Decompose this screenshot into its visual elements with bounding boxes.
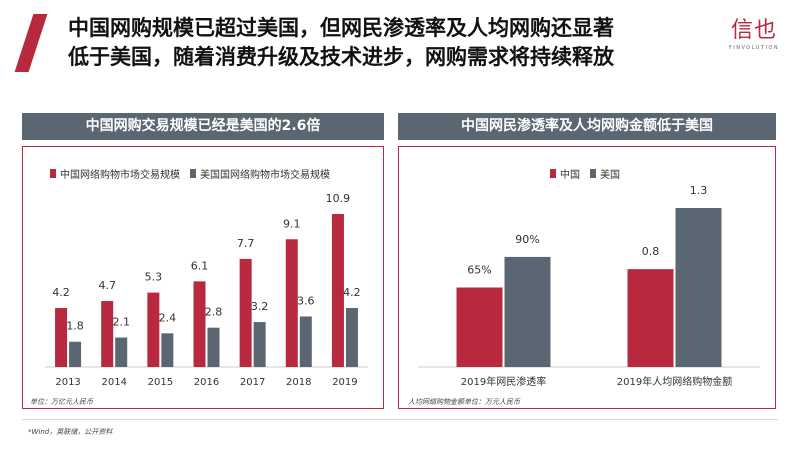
right-bar-china-0 <box>456 287 503 367</box>
left-bar-us-2017 <box>253 322 266 367</box>
right-data-label-us-0: 90% <box>515 233 539 246</box>
right-data-label-us-1: 1.3 <box>690 184 708 197</box>
legend-item-china-market: 中国网络购物市场交易规模 <box>50 166 180 181</box>
right-x-tick-1: 2019年人均网络购物金额 <box>617 375 732 388</box>
left-x-tick-2015: 2015 <box>148 377 173 388</box>
right-bar-us-1 <box>675 208 722 367</box>
left-data-label-us-2019: 4.2 <box>343 286 361 299</box>
legend-swatch-us-right <box>590 169 596 178</box>
left-data-label-china-2015: 5.3 <box>145 271 163 284</box>
right-unit-note: 人均网络购物金额单位：万元人民币 <box>408 398 520 406</box>
left-bar-china-2016 <box>193 281 206 367</box>
legend-label-us: 美国 <box>600 170 620 181</box>
right-panel-box <box>398 146 776 409</box>
left-x-tick-2019: 2019 <box>332 377 357 388</box>
left-bar-us-2018 <box>299 316 312 367</box>
logo-mark: 信也 <box>730 18 777 43</box>
left-bar-china-2013 <box>55 308 68 367</box>
left-x-tick-2016: 2016 <box>194 377 219 388</box>
left-data-label-us-2017: 3.2 <box>251 300 269 313</box>
legend-item-china: 中国 <box>550 166 580 181</box>
right-data-label-china-1: 0.8 <box>642 245 660 258</box>
left-x-tick-2018: 2018 <box>286 377 311 388</box>
left-data-label-china-2014: 4.7 <box>98 279 116 292</box>
left-data-label-us-2016: 2.8 <box>205 306 223 319</box>
right-x-tick-0: 2019年网民渗透率 <box>461 375 546 388</box>
left-bar-us-2015 <box>161 333 174 367</box>
left-x-tick-2014: 2014 <box>101 377 126 388</box>
right-legend: 中国 美国 <box>550 166 630 181</box>
left-bar-china-2015 <box>147 292 160 367</box>
left-legend: 中国网络购物市场交易规模 美国国网络购物市场交易规模 <box>50 166 340 181</box>
legend-swatch-us <box>190 169 196 178</box>
company-logo: 信也 FINVOLUTION <box>724 18 784 52</box>
left-x-tick-2017: 2017 <box>240 377 265 388</box>
footer-divider <box>22 419 778 420</box>
left-unit-note: 单位：万亿元人民币 <box>30 398 93 406</box>
logo-subtext: FINVOLUTION <box>728 45 780 51</box>
left-data-label-china-2018: 9.1 <box>283 217 301 230</box>
left-panel-header: 中国网购交易规模已经是美国的2.6倍 <box>22 113 384 140</box>
left-bar-us-2014 <box>115 337 128 367</box>
legend-label-china-market: 中国网络购物市场交易规模 <box>60 170 180 181</box>
left-bar-china-2017 <box>239 258 252 367</box>
left-x-tick-2013: 2013 <box>55 377 80 388</box>
right-data-label-china-0: 65% <box>467 264 491 277</box>
left-bar-china-2018 <box>285 239 298 367</box>
page-title-line2: 低于美国，随着消费升级及技术进步，网购需求将持续释放 <box>68 45 614 69</box>
left-bar-us-2016 <box>207 327 220 367</box>
left-bar-us-2019 <box>345 308 358 367</box>
left-data-label-us-2015: 2.4 <box>159 311 177 324</box>
left-data-label-us-2014: 2.1 <box>112 316 130 329</box>
page-title: 中国网购规模已超过美国，但网民渗透率及人均网购还显著 低于美国，随着消费升级及技… <box>68 14 728 72</box>
left-panel-box <box>22 146 384 409</box>
left-data-label-china-2019: 10.9 <box>326 192 351 205</box>
right-panel-header: 中国网民渗透率及人均网购金额低于美国 <box>398 113 776 140</box>
legend-swatch-china-right <box>550 169 556 178</box>
left-data-label-us-2018: 3.6 <box>297 294 315 307</box>
right-bar-china-1 <box>627 269 674 367</box>
left-bar-us-2013 <box>69 341 82 367</box>
legend-label-china: 中国 <box>560 170 580 181</box>
legend-item-us: 美国 <box>590 166 620 181</box>
right-bar-us-0 <box>504 256 551 367</box>
left-bar-china-2019 <box>331 214 344 367</box>
legend-swatch-china <box>50 169 56 178</box>
left-bar-china-2014 <box>101 301 114 367</box>
page-title-line1: 中国网购规模已超过美国，但网民渗透率及人均网购还显著 <box>68 16 614 40</box>
source-note: *Wind，英联储，公开资料 <box>28 428 113 436</box>
left-data-label-china-2016: 6.1 <box>191 259 209 272</box>
legend-item-us-market: 美国国网络购物市场交易规模 <box>190 166 330 181</box>
legend-label-us-market: 美国国网络购物市场交易规模 <box>200 170 330 181</box>
left-data-label-us-2013: 1.8 <box>66 320 84 333</box>
left-data-label-china-2017: 7.7 <box>237 237 255 250</box>
left-data-label-china-2013: 4.2 <box>52 286 70 299</box>
